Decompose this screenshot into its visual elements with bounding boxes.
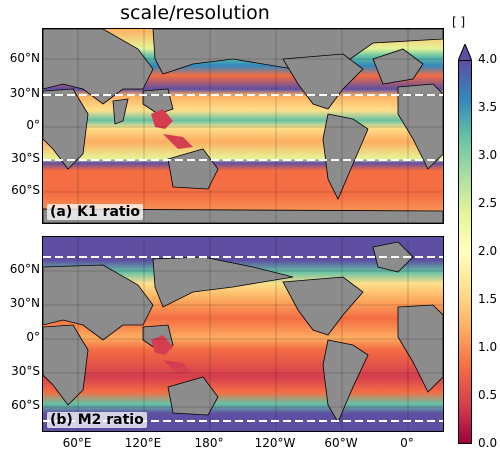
panel-b-ytick-30n: 30°N bbox=[9, 296, 40, 310]
panel-m2-ratio-map: (b) M2 ratio bbox=[42, 236, 444, 432]
colorbar-unit: [ ] bbox=[452, 15, 466, 29]
colorbar-tick-1-5: 1.5 bbox=[478, 292, 498, 306]
m2-land-masses bbox=[43, 241, 443, 423]
xtick-180: 180° bbox=[194, 436, 224, 450]
xtick-0: 0° bbox=[400, 436, 414, 450]
m2-indonesia-highlight bbox=[151, 335, 193, 375]
m2-gridlines bbox=[43, 237, 443, 431]
k1-land-masses bbox=[43, 29, 443, 223]
panel-k1-ratio-map: (a) K1 ratio bbox=[42, 28, 444, 224]
panel-a-ytick-60n: 60°N bbox=[9, 51, 40, 65]
panel-a-ytick-60s: 60°S bbox=[11, 183, 40, 197]
xtick-60w: 60°W bbox=[324, 436, 358, 450]
colorbar-tick-4-0: 4.0 bbox=[478, 52, 498, 66]
panel-a-label: (a) K1 ratio bbox=[47, 204, 144, 220]
xtick-120w: 120°W bbox=[254, 436, 296, 450]
panel-b-label: (b) M2 ratio bbox=[47, 412, 147, 428]
colorbar-tick-3-5: 3.5 bbox=[478, 100, 498, 114]
colorbar-tick-0-0: 0.0 bbox=[478, 436, 498, 450]
panel-b-ytick-60n: 60°N bbox=[9, 262, 40, 276]
panel-b-ytick-0: 0° bbox=[26, 330, 40, 344]
panel-a-ytick-30n: 30°N bbox=[9, 86, 40, 100]
colorbar-tick-2-5: 2.5 bbox=[478, 196, 498, 210]
colorbar bbox=[458, 60, 472, 444]
panel-a-ytick-30s: 30°S bbox=[11, 151, 40, 165]
figure-title: scale/resolution bbox=[120, 2, 270, 24]
colorbar-tick-1-0: 1.0 bbox=[478, 340, 498, 354]
panel-a-ytick-0: 0° bbox=[26, 118, 40, 132]
panel-b-ytick-60s: 60°S bbox=[11, 398, 40, 412]
xtick-120e: 120°E bbox=[124, 436, 162, 450]
panel-b-ytick-30s: 30°S bbox=[11, 364, 40, 378]
k1-critical-latitude-lines bbox=[43, 94, 443, 161]
colorbar-tick-2-0: 2.0 bbox=[478, 244, 498, 258]
xtick-60e: 60°E bbox=[62, 436, 92, 450]
colorbar-extend-arrow bbox=[458, 44, 472, 61]
colorbar-tick-3-0: 3.0 bbox=[478, 148, 498, 162]
colorbar-tick-0-5: 0.5 bbox=[478, 388, 498, 402]
m2-map-svg bbox=[43, 237, 443, 431]
k1-indonesia-highlight bbox=[151, 109, 193, 149]
k1-map-svg bbox=[43, 29, 443, 223]
